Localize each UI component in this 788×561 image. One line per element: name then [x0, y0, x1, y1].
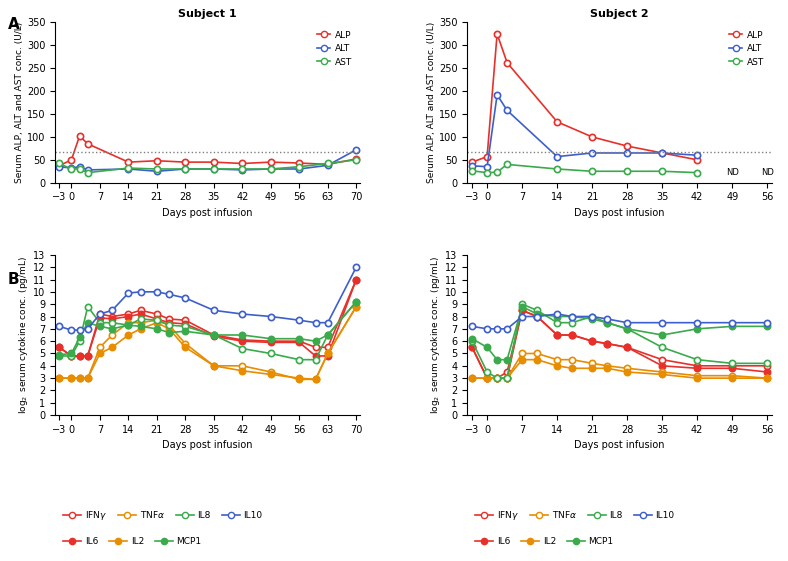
Y-axis label: Serum ALP, ALT and AST conc. (U/L): Serum ALP, ALT and AST conc. (U/L) — [15, 22, 24, 183]
Text: A: A — [8, 17, 20, 32]
Legend: IL6, IL2, MCP1: IL6, IL2, MCP1 — [471, 534, 617, 550]
Text: ND: ND — [726, 168, 738, 177]
X-axis label: Days post infusion: Days post infusion — [574, 440, 665, 450]
Legend: IL6, IL2, MCP1: IL6, IL2, MCP1 — [60, 534, 206, 550]
Text: B: B — [8, 272, 20, 287]
Legend: ALP, ALT, AST: ALP, ALT, AST — [314, 27, 356, 70]
Y-axis label: $\log_2$ serum cytokine conc. (pg/mL): $\log_2$ serum cytokine conc. (pg/mL) — [429, 256, 442, 414]
X-axis label: Days post infusion: Days post infusion — [162, 440, 253, 450]
Legend: ALP, ALT, AST: ALP, ALT, AST — [725, 27, 768, 70]
X-axis label: Days post infusion: Days post infusion — [162, 208, 253, 218]
Y-axis label: $\log_2$ serum cytokine conc. (pg/mL): $\log_2$ serum cytokine conc. (pg/mL) — [17, 256, 30, 414]
Title: Subject 2: Subject 2 — [590, 9, 649, 19]
Title: Subject 1: Subject 1 — [178, 9, 237, 19]
Y-axis label: Serum ALP, ALT and AST conc. (U/L): Serum ALP, ALT and AST conc. (U/L) — [427, 22, 436, 183]
Text: ND: ND — [760, 168, 774, 177]
X-axis label: Days post infusion: Days post infusion — [574, 208, 665, 218]
